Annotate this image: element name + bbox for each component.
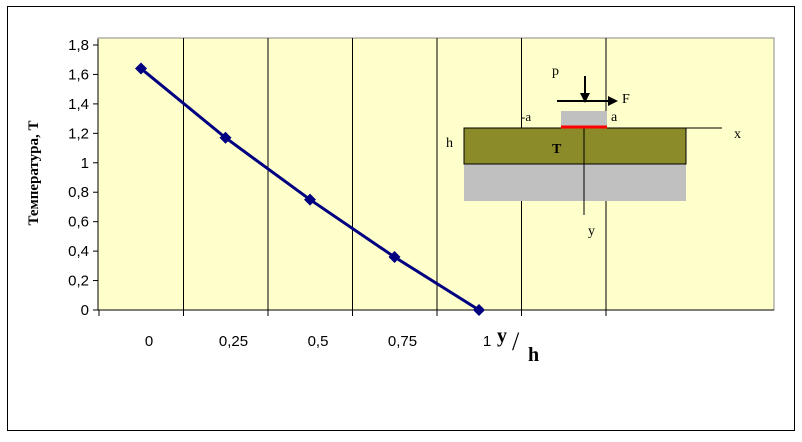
y-tick-label-2: 0,4 <box>68 243 89 260</box>
y-ticks: 0 0,2 0,4 0,6 0,8 1 1,2 1,4 1,6 1,8 <box>68 37 98 319</box>
inset-y-label: y <box>588 224 595 239</box>
inset-F-label: F <box>622 92 630 107</box>
series-point-0 <box>135 62 147 75</box>
inset-p-label: p <box>552 64 559 79</box>
inset-a-label: a <box>611 110 618 125</box>
x-tick-label-4: 1 <box>483 333 491 350</box>
x-tick-label-0: 0 <box>145 333 153 350</box>
y-tick-label-8: 1,6 <box>68 66 89 83</box>
inset-indenter <box>561 111 607 128</box>
series <box>135 62 485 316</box>
inset-h-label: h <box>446 136 453 151</box>
y-axis-title: Температура, T <box>26 120 42 225</box>
inset-minus-a-label: -a <box>521 109 531 124</box>
inset-substrate <box>464 164 686 201</box>
x-axis-title-main: y <box>497 325 507 347</box>
x-tick-label-1: 0,25 <box>219 333 248 350</box>
inset-force-arrow-head <box>608 96 618 106</box>
y-tick-label-7: 1,4 <box>68 96 89 113</box>
y-tick-label-1: 0,2 <box>68 273 89 290</box>
inset-x-label: x <box>734 127 741 142</box>
y-tick-label-4: 0,8 <box>68 184 89 201</box>
y-tick-label-3: 0,6 <box>68 214 89 231</box>
series-point-3 <box>388 251 401 263</box>
axes <box>97 39 774 311</box>
inset-load-arrow-head <box>580 93 590 103</box>
y-tick-label-0: 0 <box>81 302 89 319</box>
inset-diagram: p F -a a x h T y <box>446 64 741 239</box>
series-point-2 <box>304 193 316 206</box>
y-tick-label-9: 1,8 <box>68 37 89 54</box>
series-point-4 <box>473 304 485 316</box>
x-tick-label-3: 0,75 <box>388 333 417 350</box>
x-tick-label-2: 0,5 <box>308 333 329 350</box>
x-ticks: 0 0,25 0,5 0,75 1 <box>98 310 607 350</box>
y-tick-label-5: 1 <box>81 155 89 172</box>
x-axis-title-slash: / <box>512 327 520 356</box>
x-axis-title: y / h <box>497 325 539 366</box>
inset-T-label: T <box>552 142 562 157</box>
series-point-1 <box>219 131 232 144</box>
inset-layer <box>463 127 687 165</box>
x-axis-title-sub: h <box>528 344 539 366</box>
y-tick-label-6: 1,2 <box>68 125 89 142</box>
